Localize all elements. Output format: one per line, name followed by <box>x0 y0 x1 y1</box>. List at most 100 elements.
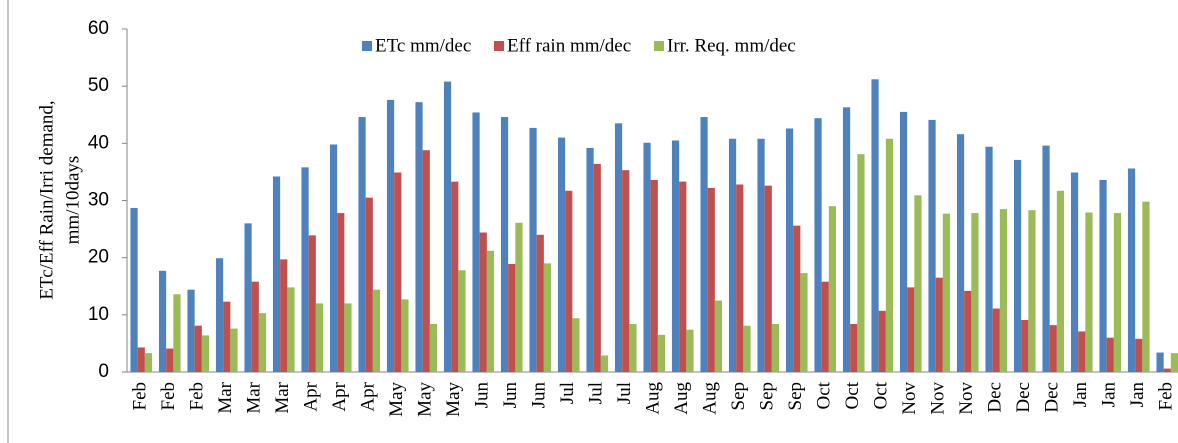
bar <box>315 303 324 372</box>
bar <box>1106 337 1114 372</box>
bar <box>679 181 687 372</box>
bar <box>728 138 737 372</box>
x-tick-label: Aug <box>643 382 664 415</box>
bar <box>415 102 423 372</box>
bar <box>187 289 195 372</box>
bar <box>344 303 352 372</box>
bar <box>529 127 537 372</box>
bar <box>614 123 623 372</box>
bar <box>1156 352 1164 372</box>
x-tick-label: May <box>415 382 436 417</box>
bar <box>137 347 145 372</box>
bar <box>508 263 516 372</box>
x-tick-label: Feb <box>1156 382 1177 411</box>
x-tick-label: May <box>386 382 407 417</box>
bar <box>1127 168 1136 372</box>
bar <box>358 117 366 372</box>
bar <box>1070 172 1079 372</box>
bar <box>821 281 829 372</box>
bar <box>543 263 552 372</box>
bar <box>458 270 466 372</box>
bar <box>215 258 224 372</box>
y-axis-label: ETc/Eff Rain/Irri demand, <box>36 100 57 299</box>
bar <box>964 290 972 372</box>
y-tick-label: 40 <box>88 132 109 153</box>
bar <box>557 137 566 372</box>
bar <box>144 353 153 372</box>
bar <box>764 185 772 372</box>
bar <box>251 281 259 372</box>
x-tick-label: Jun <box>500 382 521 409</box>
bar <box>785 128 794 372</box>
bar <box>985 146 993 372</box>
bar <box>401 299 409 372</box>
bar <box>244 223 252 372</box>
bar <box>372 289 381 372</box>
bar <box>1170 353 1178 372</box>
bar <box>907 287 915 372</box>
bar <box>629 323 637 372</box>
bar <box>565 190 573 372</box>
x-tick-label: Nov <box>899 382 920 415</box>
bar <box>1042 145 1050 372</box>
bar <box>1142 201 1150 372</box>
bar <box>130 207 138 372</box>
bar <box>536 234 544 372</box>
bar <box>223 301 231 372</box>
legend-swatch <box>494 41 504 51</box>
y-tick-label: 50 <box>88 75 109 96</box>
bar <box>443 81 452 373</box>
y-tick-label: 60 <box>88 18 109 39</box>
x-tick-label: Dec <box>1042 382 1063 413</box>
bar <box>472 112 480 373</box>
bar <box>515 222 523 372</box>
bar <box>201 335 210 372</box>
bar <box>166 348 174 372</box>
x-tick-label: Oct <box>814 381 835 409</box>
legend-swatch <box>654 41 664 51</box>
bar <box>1049 325 1057 372</box>
bar <box>657 334 666 372</box>
bar <box>1056 190 1065 372</box>
bar <box>1163 368 1171 372</box>
y-tick-label: 10 <box>88 304 109 325</box>
y-axis-label: mm/10days <box>62 156 83 245</box>
y-tick-label: 30 <box>88 190 109 211</box>
bar <box>486 250 495 372</box>
bar <box>935 277 943 372</box>
bar <box>429 323 438 372</box>
x-tick-label: Aug <box>700 382 721 415</box>
x-tick-label: Oct <box>842 381 863 409</box>
bar <box>793 225 801 372</box>
x-tick-label: Mar <box>244 381 265 413</box>
x-tick-label: Apr <box>301 381 322 411</box>
bar <box>1078 331 1086 372</box>
x-tick-label: Sep <box>785 382 806 411</box>
bar <box>422 150 430 372</box>
x-tick-label: Apr <box>329 381 350 411</box>
x-tick-label: Feb <box>130 382 151 411</box>
bar <box>1113 213 1122 372</box>
bar <box>479 232 487 372</box>
bar <box>814 118 822 373</box>
bar <box>956 134 965 372</box>
x-tick-label: Dec <box>985 382 1006 413</box>
bar <box>899 111 908 373</box>
bar <box>686 329 694 372</box>
bar <box>771 323 780 372</box>
bar <box>308 235 316 372</box>
bar <box>272 176 281 372</box>
bar <box>1028 210 1036 372</box>
bar <box>736 184 744 372</box>
bar <box>800 273 808 372</box>
legend-label: Eff rain mm/dec <box>507 35 631 56</box>
x-tick-label: Sep <box>757 382 778 411</box>
legend-label: Irr. Req. mm/dec <box>667 35 796 56</box>
y-tick-label: 20 <box>88 247 109 268</box>
bar <box>942 213 951 372</box>
x-tick-label: Jul <box>586 382 607 404</box>
x-tick-label: May <box>443 382 464 417</box>
bar <box>500 117 509 372</box>
